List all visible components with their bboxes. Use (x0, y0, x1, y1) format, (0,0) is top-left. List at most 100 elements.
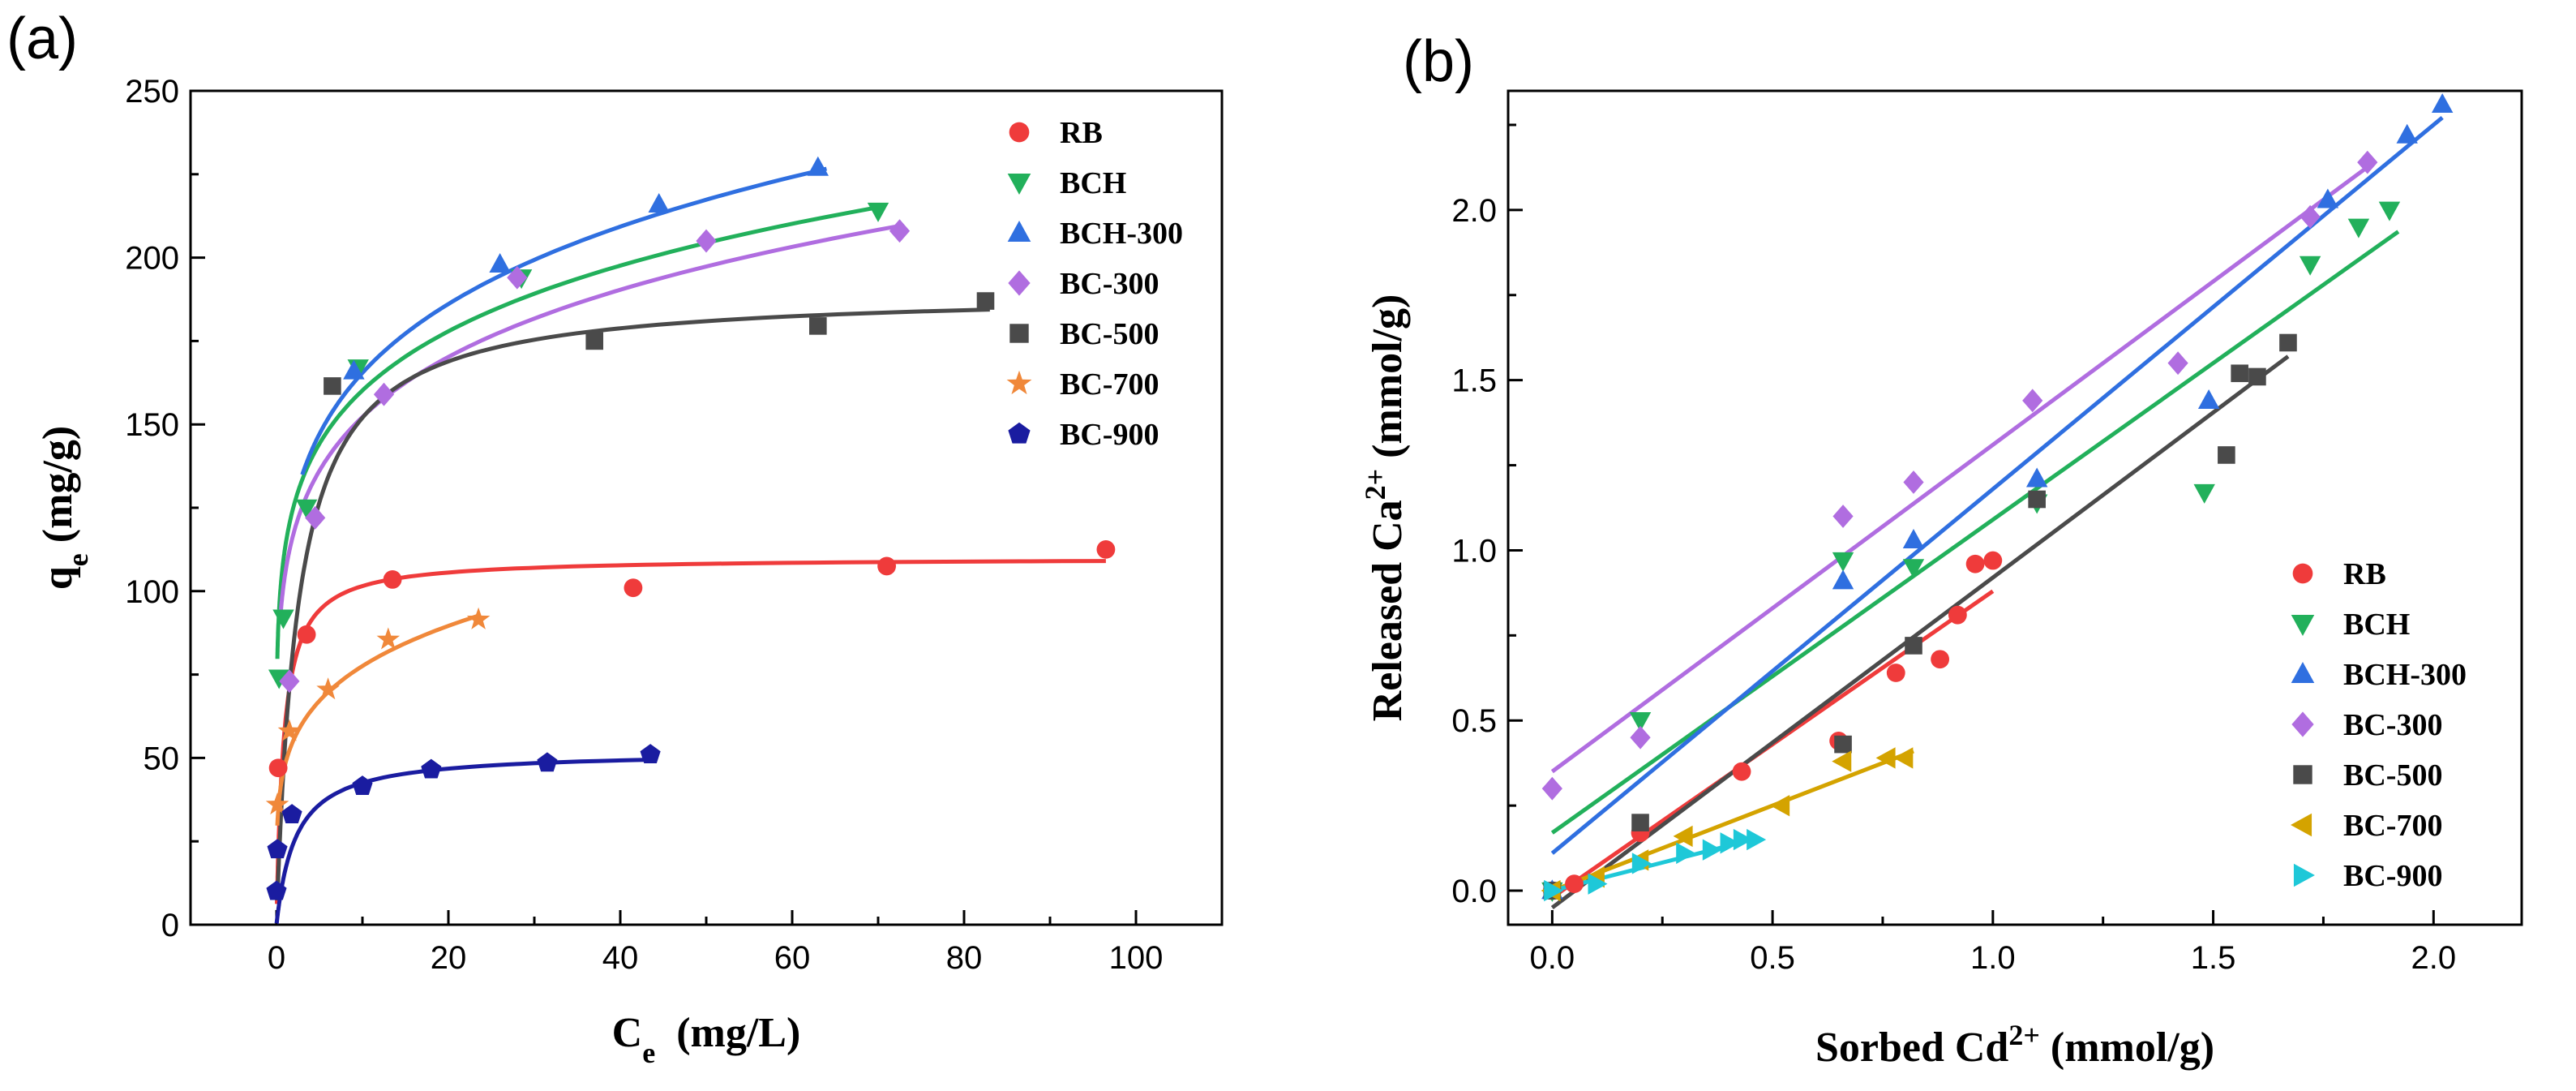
panel-a-x-tick-label: 80 (946, 940, 983, 976)
panel-a-legend-label-rb: RB (1060, 116, 1103, 150)
panel-b-point-bch-300 (2396, 123, 2418, 144)
panel-b-y-tick-label: 2.0 (1451, 193, 1497, 229)
panel-b-legend-marker-bch-300 (2291, 662, 2315, 684)
panel-a-fit-line-bc-900 (274, 758, 655, 925)
panel-b-point-bch-300 (1902, 529, 1925, 549)
panel-a-point-rb (1096, 540, 1116, 559)
panel-a-legend-label-bc-300: BC-300 (1060, 267, 1159, 301)
panel-b-point-bc-900 (1702, 839, 1722, 861)
panel-b-legend-marker-rb (2292, 563, 2313, 584)
panel-b-fit-lines (1550, 116, 2444, 910)
panel-a-y-tick-label: 0 (161, 908, 179, 943)
panel-b-point-bch (1832, 552, 1854, 572)
panel-a-point-bc-500 (324, 377, 341, 395)
panel-a-legend-marker-bch-300 (1007, 221, 1031, 243)
panel-b-legend-label-bc-700: BC-700 (2343, 809, 2442, 843)
panel-b-point-bc-700 (1832, 750, 1852, 772)
panel-b-fit-line-bch (1550, 230, 2400, 835)
panel-b-point-bch (2347, 218, 2370, 238)
panel-a-legend: RB BCH BCH-300 BC-300 BC-500 BC-700 BC-900 (1006, 116, 1183, 452)
panel-b-plot-frame (1507, 89, 2523, 926)
panel-a-point-bc-700 (265, 792, 289, 815)
panel-b-legend-label-bc-300: BC-300 (2343, 708, 2442, 742)
panel-a-fit-line-bc-700 (275, 613, 479, 826)
panel-a-point-rb (383, 570, 402, 589)
panel-b-legend-label-rb: RB (2343, 557, 2386, 591)
panel-a-fit-line-bch-300 (300, 166, 827, 475)
panel-b-point-bc-300 (2167, 351, 2188, 376)
panel-a-point-rb (268, 758, 288, 778)
panel-a-point-bch-300 (807, 156, 829, 176)
panel-a-legend-marker-bch (1007, 173, 1031, 195)
panel-b-point-bch-300 (1832, 569, 1854, 590)
panel-b-label: (b) (1403, 29, 1474, 94)
panel-a-legend-marker-rb (1009, 122, 1030, 143)
panel-b-data-points (1541, 92, 2454, 902)
panel-b-point-bc-900 (1588, 873, 1608, 895)
panel-b-point-bch (1629, 712, 1652, 732)
panel-a-point-bc-900 (640, 744, 661, 763)
panel-b-point-bc-700 (1893, 747, 1914, 769)
panel-b-fit-line-bc-300 (1550, 165, 2369, 774)
panel-a-y-tick-label: 50 (144, 741, 180, 776)
panel-a-legend-label-bc-900: BC-900 (1060, 418, 1159, 452)
panel-a-point-bc-900 (537, 752, 558, 772)
panel-b-x-tick-label: 1.5 (2191, 940, 2236, 976)
panel-b-y-axis-label: Released Ca2+ (mmol/g) (1359, 294, 1411, 722)
panel-a-point-bc-300 (889, 219, 911, 243)
panel-b-point-bch (2299, 256, 2321, 276)
panel-a-legend-label-bc-500: BC-500 (1060, 317, 1159, 351)
panel-b-point-bch-300 (2317, 188, 2339, 208)
panel-b-point-bc-500 (1834, 735, 1852, 754)
panel-b-point-bc-300 (2300, 204, 2321, 229)
panel-a-fit-line-rb (275, 559, 1106, 904)
panel-a-point-bch-300 (489, 253, 511, 273)
panel-b-point-bc-500 (1631, 814, 1649, 831)
panel-b-legend-marker-bch (2291, 614, 2315, 636)
panel-a-point-bc-500 (585, 332, 603, 350)
panel-b-point-bch (2193, 483, 2215, 504)
panel-b-point-bc-900 (1747, 828, 1767, 851)
panel-b-point-bc-900 (1733, 828, 1753, 851)
panel-a-point-bc-500 (809, 317, 827, 335)
panel-a-legend-label-bc-700: BC-700 (1060, 367, 1159, 402)
panel-a-point-bch (272, 609, 294, 629)
panel-a-legend-marker-bc-700 (1006, 370, 1032, 395)
panel-b-point-bch-300 (2025, 467, 2048, 488)
panel-a-point-bc-700 (277, 719, 302, 741)
panel-b-point-bc-300 (1630, 725, 1651, 750)
panel-a-y-tick-label: 200 (125, 241, 179, 277)
panel-a-fit-lines (274, 166, 1106, 925)
panel-b-legend-label-bc-900: BC-900 (2343, 859, 2442, 893)
panel-a-point-rb (297, 625, 316, 644)
panel-a-point-bc-300 (279, 669, 300, 694)
panel-a-fit-line-bc-300 (278, 224, 896, 612)
panel-b-fit-line-bch-300 (1550, 116, 2444, 855)
panel-a-legend-label-bch: BCH (1060, 166, 1126, 200)
panel-b-point-bc-900 (1676, 842, 1696, 865)
panel-b-point-bc-300 (1832, 505, 1854, 528)
panel-a-x-axis-label: Ce (mg/L) (612, 1010, 801, 1069)
panel-b-legend-label-bch-300: BCH-300 (2343, 658, 2467, 692)
panel-b-legend-marker-bc-300 (2291, 711, 2314, 737)
panel-a-point-bc-300 (507, 265, 528, 290)
panel-a-legend-label-bch-300: BCH-300 (1060, 217, 1183, 251)
panel-b-x-axis-label: Sorbed Cd2+ (mmol/g) (1815, 1019, 2214, 1071)
panel-b-point-bc-900 (1720, 832, 1740, 854)
panel-b-point-bc-300 (1903, 470, 1924, 494)
panel-a-x-tick-label: 20 (431, 940, 467, 976)
panel-a-point-bc-500 (976, 292, 995, 310)
panel-b-fit-line-bc-700 (1551, 749, 1914, 893)
panel-a-y-axis-label: qe (mg/g) (35, 426, 94, 590)
panel-b-point-rb (1732, 762, 1751, 781)
panel-b-legend-label-bch: BCH (2343, 608, 2410, 642)
panel-a-point-bc-700 (316, 677, 340, 700)
panel-b-legend-label-bc-500: BC-500 (2343, 758, 2442, 792)
panel-a-point-bc-900 (267, 839, 288, 859)
panel-a-x-tick-label: 100 (1109, 940, 1164, 976)
panel-a-label: (a) (6, 6, 78, 71)
panel-a-point-bc-700 (376, 627, 401, 650)
panel-a-point-bc-900 (266, 880, 287, 900)
panel-a-point-bch-300 (648, 193, 670, 213)
